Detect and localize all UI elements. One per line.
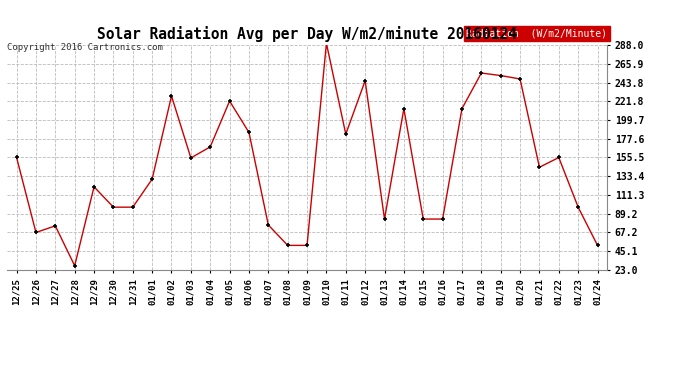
Point bbox=[398, 106, 409, 112]
Point bbox=[534, 164, 545, 170]
Point bbox=[515, 76, 526, 82]
Point bbox=[340, 131, 351, 137]
Text: Copyright 2016 Cartronics.com: Copyright 2016 Cartronics.com bbox=[7, 43, 163, 52]
Title: Solar Radiation Avg per Day W/m2/minute 20160124: Solar Radiation Avg per Day W/m2/minute … bbox=[97, 27, 517, 42]
Point bbox=[186, 155, 197, 161]
Point bbox=[263, 222, 274, 228]
Point bbox=[244, 129, 255, 135]
Point bbox=[205, 144, 216, 150]
Point bbox=[224, 98, 235, 104]
Point bbox=[495, 73, 506, 79]
Point bbox=[11, 154, 22, 160]
Point bbox=[166, 93, 177, 99]
Point bbox=[127, 204, 138, 210]
Point bbox=[30, 230, 41, 236]
Point bbox=[50, 223, 61, 229]
Point bbox=[476, 70, 487, 76]
Point bbox=[108, 204, 119, 210]
Point bbox=[553, 154, 564, 160]
Point bbox=[302, 242, 313, 248]
Text: Radiation  (W/m2/Minute): Radiation (W/m2/Minute) bbox=[466, 28, 607, 38]
Point bbox=[437, 216, 448, 222]
Point bbox=[573, 204, 584, 210]
Point bbox=[417, 216, 428, 222]
Point bbox=[321, 40, 332, 46]
Point bbox=[359, 78, 371, 84]
Point bbox=[457, 106, 468, 112]
Point bbox=[88, 184, 99, 190]
Point bbox=[592, 242, 603, 248]
Point bbox=[379, 216, 390, 222]
Point bbox=[282, 242, 293, 248]
Point bbox=[69, 263, 80, 269]
Point bbox=[146, 176, 157, 182]
